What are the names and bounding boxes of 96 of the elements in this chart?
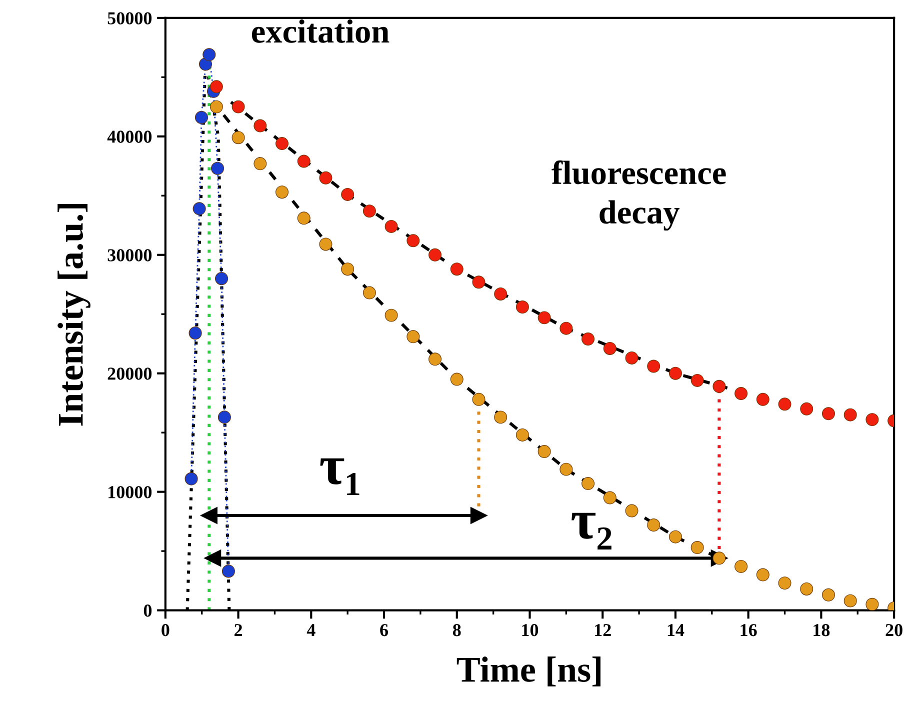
point — [822, 407, 835, 420]
x-tick-label: 20 — [886, 624, 902, 636]
point — [756, 568, 770, 582]
point — [756, 392, 770, 406]
point — [538, 445, 551, 458]
point — [222, 564, 235, 578]
point — [450, 372, 464, 386]
point — [844, 594, 857, 608]
point — [188, 326, 202, 340]
point — [778, 576, 792, 590]
x-tick-label: 12 — [595, 624, 611, 636]
point — [202, 48, 216, 62]
point — [690, 541, 704, 554]
point — [254, 157, 267, 170]
y-tick-label: 40000 — [107, 130, 152, 143]
point — [428, 248, 442, 262]
annotation: excitation — [252, 19, 390, 43]
point — [194, 110, 208, 124]
x-tick-label: 8 — [452, 624, 461, 636]
point — [218, 410, 231, 424]
point — [232, 100, 245, 114]
y-tick-label: 30000 — [108, 249, 152, 262]
point — [210, 80, 223, 94]
x-tick-label: 16 — [740, 624, 757, 636]
point — [297, 212, 310, 225]
y-tick-label: 10000 — [108, 486, 152, 498]
point — [844, 408, 857, 422]
y-tick-label: 0 — [144, 604, 152, 617]
point — [319, 238, 332, 251]
point — [297, 154, 310, 168]
point — [647, 360, 660, 373]
annotation: τ₂ — [572, 512, 612, 550]
point — [254, 119, 267, 132]
point — [866, 413, 879, 426]
point — [341, 188, 354, 201]
point — [800, 402, 814, 416]
point — [472, 392, 486, 406]
point — [603, 491, 616, 504]
point — [204, 550, 222, 567]
point — [192, 202, 206, 216]
point — [603, 342, 616, 355]
point — [625, 504, 638, 518]
point — [582, 477, 595, 490]
point — [538, 311, 551, 324]
point — [560, 462, 573, 476]
x-axis-title: Time [ns] — [456, 656, 600, 686]
x-tick-label: 10 — [522, 624, 538, 636]
point — [232, 131, 245, 144]
x-tick-label: 4 — [306, 624, 316, 636]
point — [560, 322, 573, 335]
point — [211, 162, 224, 175]
point — [276, 186, 289, 199]
point — [406, 234, 420, 248]
point — [516, 300, 529, 314]
point — [184, 472, 198, 486]
point — [384, 308, 398, 322]
x-tick-label: 18 — [814, 624, 830, 636]
point — [276, 137, 289, 150]
point — [800, 582, 814, 596]
point — [428, 352, 442, 366]
point — [668, 366, 682, 380]
x-tick-label: 14 — [668, 624, 684, 636]
point — [384, 220, 398, 233]
point — [406, 330, 420, 344]
point — [734, 387, 748, 400]
point — [362, 286, 376, 300]
point — [319, 171, 332, 184]
x-tick-label: 2 — [234, 624, 242, 636]
annotation: τ₁ — [320, 458, 360, 495]
point — [647, 518, 660, 532]
point — [215, 272, 228, 286]
point — [582, 332, 595, 346]
point — [668, 530, 682, 544]
x-tick-label: 6 — [380, 624, 388, 636]
point — [690, 374, 704, 387]
point — [516, 428, 529, 442]
point — [341, 262, 354, 276]
annotation: fluorescence decay — [552, 160, 726, 231]
point — [470, 507, 488, 524]
point — [734, 560, 748, 573]
point — [200, 507, 218, 524]
x-tick-label: 0 — [162, 624, 170, 636]
point — [472, 276, 486, 289]
y-tick-label: 50000 — [108, 12, 152, 24]
point — [625, 351, 638, 364]
point — [362, 204, 376, 218]
point — [450, 262, 464, 276]
point — [778, 398, 792, 411]
y-tick-label: 20000 — [108, 368, 152, 380]
point — [210, 100, 223, 114]
point — [822, 588, 835, 602]
point — [494, 287, 508, 300]
point — [712, 380, 726, 393]
y-axis-title: Intensity [a.u.] — [58, 204, 90, 426]
point — [494, 410, 508, 424]
point — [866, 598, 879, 610]
